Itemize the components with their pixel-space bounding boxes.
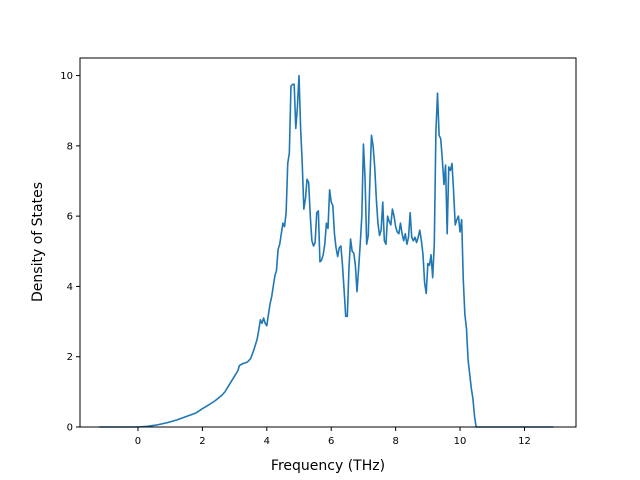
axes-frame — [79, 57, 577, 428]
x-tick-label: 2 — [199, 436, 205, 447]
series-line-0 — [99, 74, 554, 428]
x-tick-label: 6 — [328, 436, 334, 447]
y-tick-label: 0 — [67, 423, 73, 434]
x-tick-label: 0 — [135, 436, 141, 447]
x-axis-label: Frequency (THz) — [271, 458, 385, 474]
x-tick-label: 12 — [518, 436, 531, 447]
y-tick-label: 10 — [60, 71, 73, 82]
y-tick-label: 8 — [67, 141, 73, 152]
y-axis: 0 2 4 6 8 10 — [60, 71, 80, 434]
y-tick-label: 2 — [67, 352, 73, 363]
x-axis: 0 2 4 6 8 10 12 — [135, 427, 531, 447]
x-tick-label: 8 — [392, 436, 398, 447]
x-tick-label: 10 — [454, 436, 467, 447]
y-tick-label: 6 — [67, 212, 73, 223]
y-axis-label: Density of States — [30, 182, 46, 302]
x-tick-label: 4 — [264, 436, 270, 447]
y-tick-label: 4 — [67, 282, 73, 293]
plot-area — [99, 74, 554, 428]
